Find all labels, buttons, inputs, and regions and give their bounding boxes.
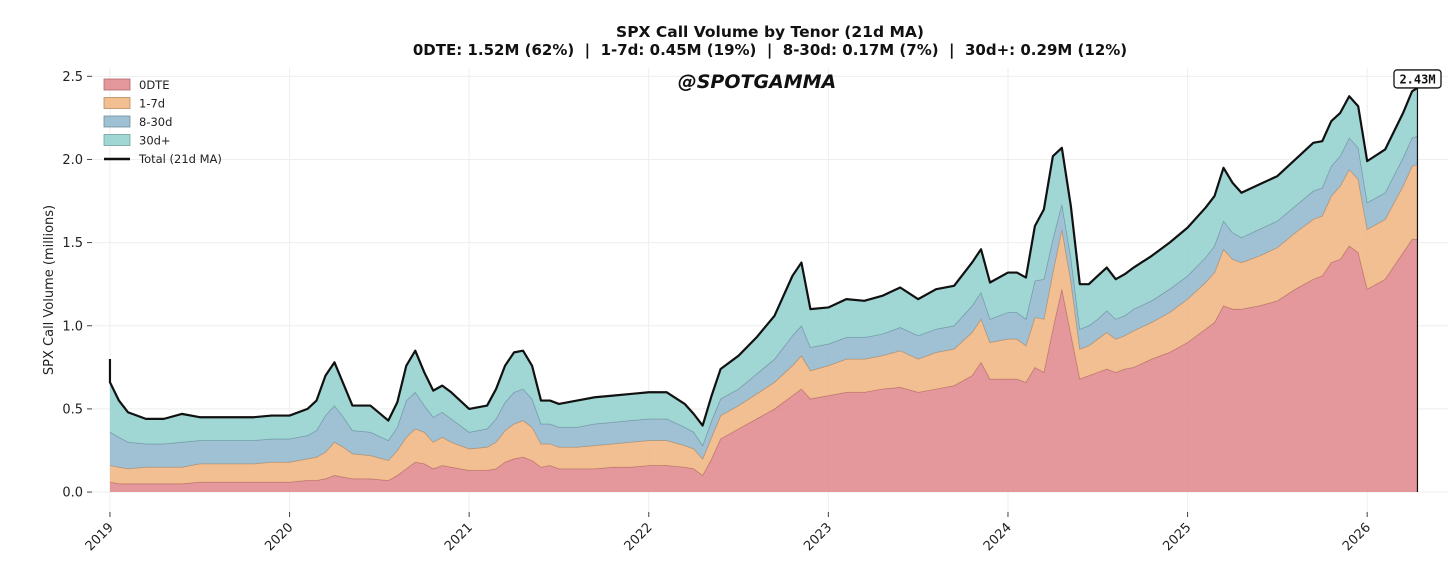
y-tick-label-1: 0.5	[62, 402, 83, 417]
last-value-label: 2.43M	[1399, 72, 1435, 86]
y-axis-label: SPX Call Volume (millions)	[42, 205, 57, 375]
x-tick-label-3: 2022	[622, 520, 656, 554]
watermark: @SPOTGAMMA	[678, 71, 837, 93]
y-tick-label-3: 1.5	[62, 236, 83, 251]
x-tick-label-2: 2021	[442, 520, 476, 554]
last-value-box	[1393, 69, 1442, 89]
area-layer	[109, 87, 1418, 493]
legend-swatch-3	[103, 134, 131, 146]
y-tick-label-2: 1.0	[62, 319, 83, 334]
area-edge-0dte	[109, 238, 1418, 485]
legend: 0DTE 1-7d 8-30d 30d+ Total (21d MA)	[103, 78, 222, 166]
x-tick-label-6: 2025	[1160, 520, 1194, 554]
x-tick-label-0: 2019	[83, 520, 117, 554]
area-30d-	[109, 87, 1418, 446]
total-line	[108, 87, 1419, 427]
last-value-badge: 2.43M	[1393, 69, 1442, 89]
legend-swatch-2	[103, 115, 131, 128]
x-tick-label-4: 2023	[801, 520, 835, 554]
area-0dte	[109, 239, 1418, 493]
y-tick-label-0: 0.0	[62, 486, 83, 501]
x-tick-label-1: 2020	[262, 520, 296, 554]
legend-swatch-0	[103, 78, 131, 91]
legend-label-1: 1-7d	[139, 97, 165, 111]
legend-label-2: 8-30d	[139, 115, 172, 129]
legend-swatch-1	[103, 97, 131, 109]
x-tick-label-7: 2026	[1340, 520, 1374, 554]
area-8-30d	[109, 136, 1418, 469]
legend-label-total: Total (21d MA)	[138, 152, 222, 166]
chart-title: SPX Call Volume by Tenor (21d MA)	[616, 23, 924, 41]
chart-subtitle: 0DTE: 1.52M (62%) | 1-7d: 0.45M (19%) | …	[413, 41, 1127, 60]
area-1-7d	[109, 164, 1418, 484]
y-tick-label-4: 2.0	[62, 153, 83, 168]
legend-label-3: 30d+	[139, 134, 171, 148]
y-tick-label-5: 2.5	[62, 70, 83, 85]
legend-label-0: 0DTE	[139, 78, 169, 92]
x-tick-label-5: 2024	[981, 520, 1015, 554]
total-layer	[108, 87, 1419, 493]
